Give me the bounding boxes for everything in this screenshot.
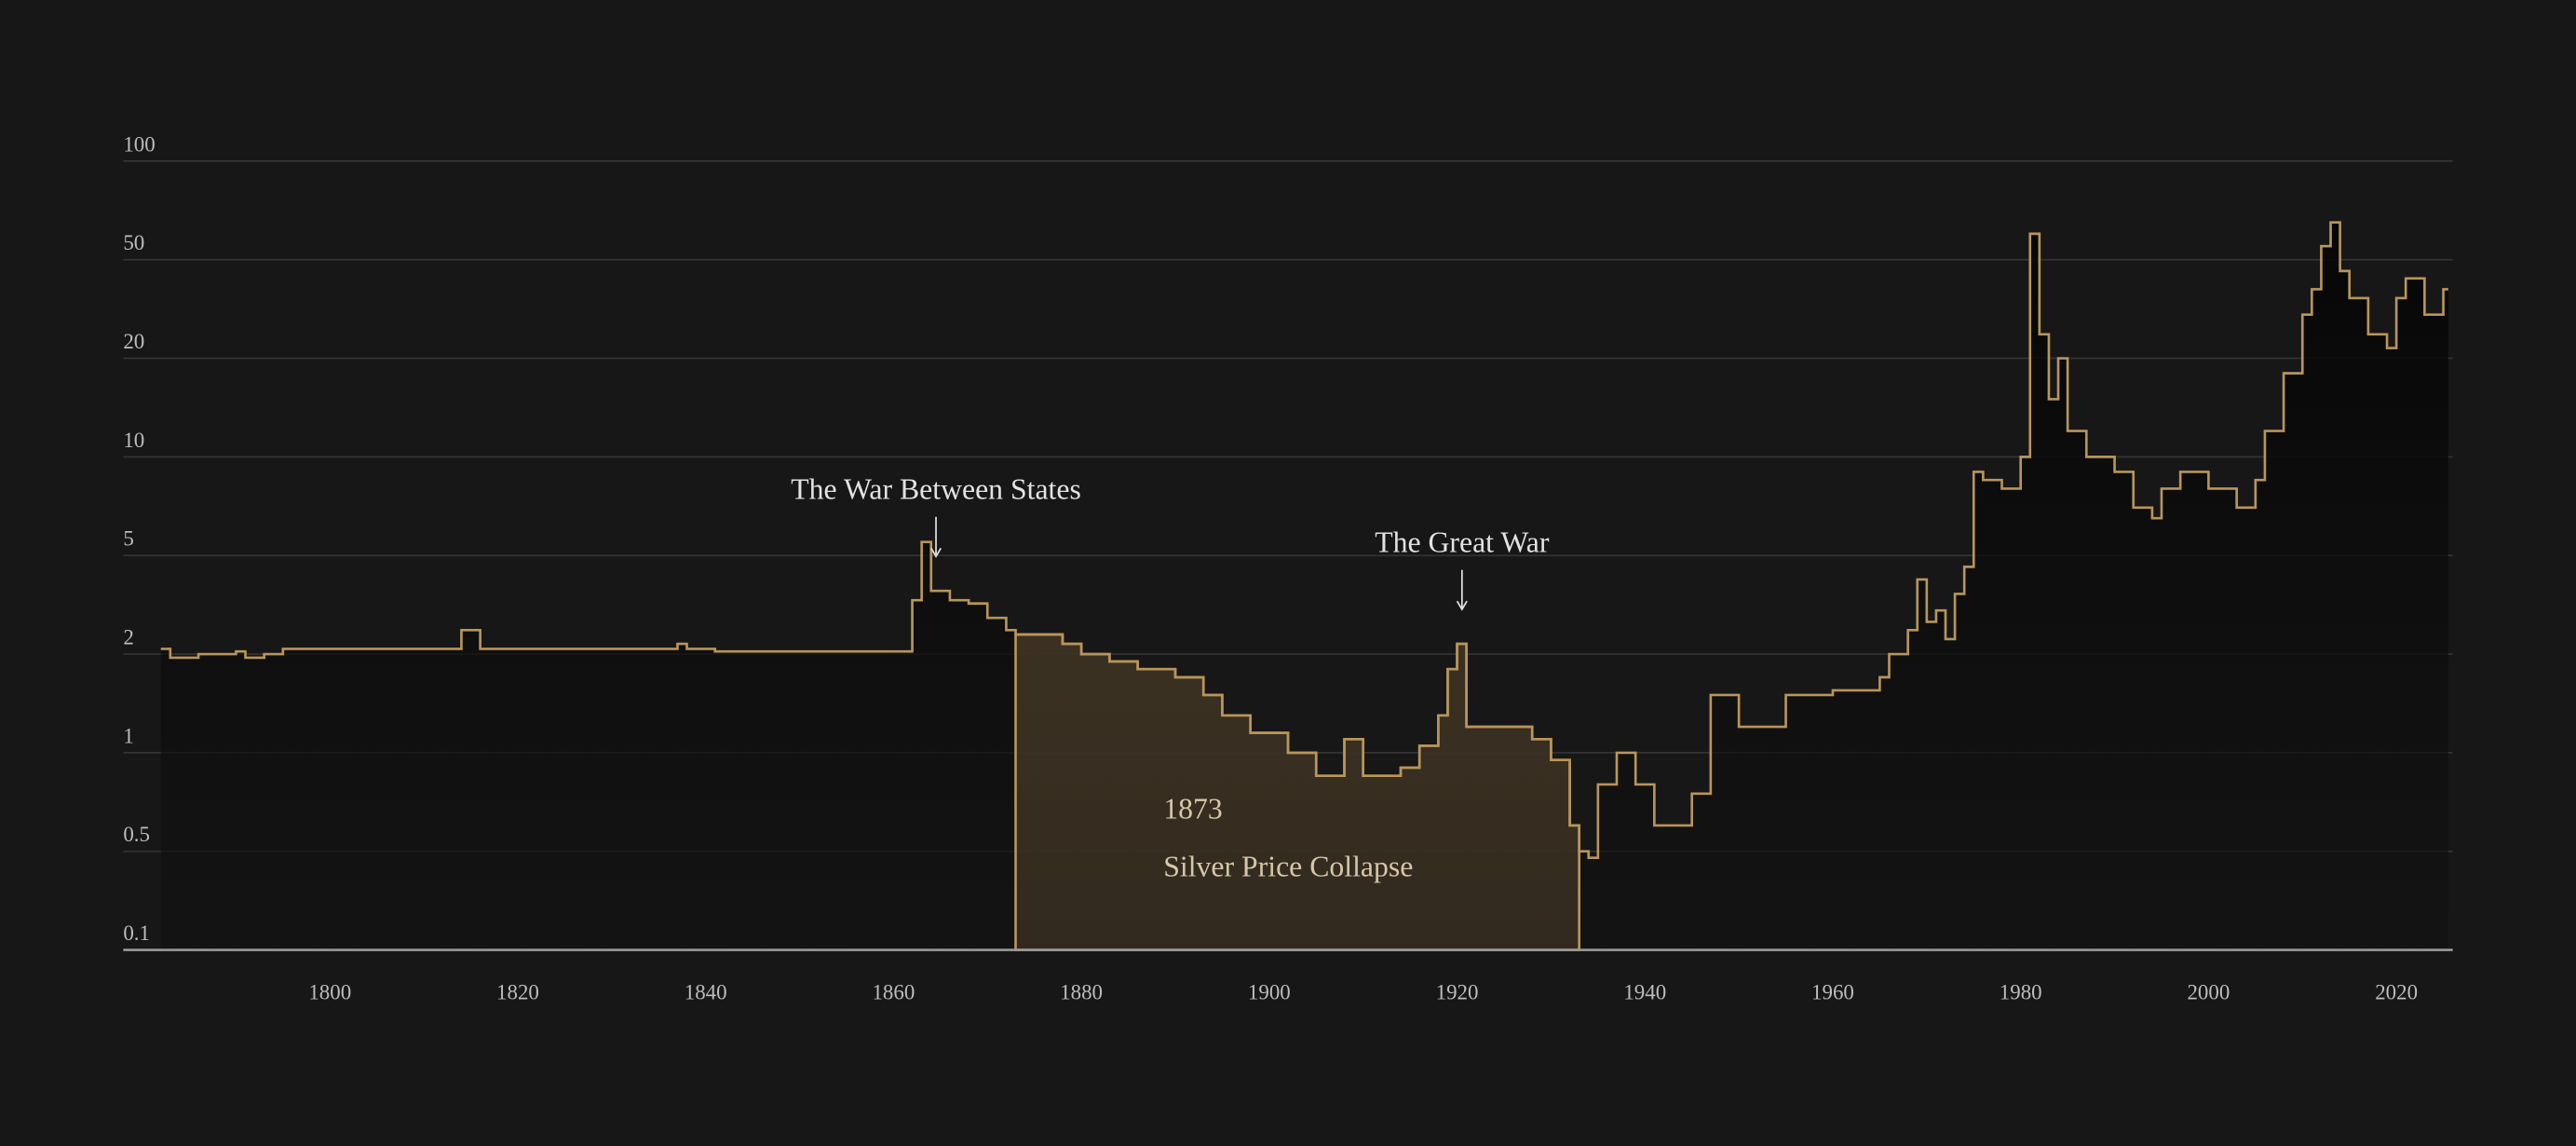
annotation: The Great War [1375,525,1550,558]
y-tick-label: 20 [123,330,144,353]
x-tick-label: 2020 [2375,980,2418,1003]
y-tick-label: 2 [123,625,133,648]
highlight-label: 1873 [1163,793,1223,825]
x-tick-label: 1900 [1248,980,1291,1003]
y-tick-label: 5 [123,527,133,551]
price-line [160,221,2448,859]
x-tick-label: 2000 [2187,980,2230,1003]
annotation-arrowhead [1456,600,1468,611]
y-tick-label: 100 [123,132,155,156]
y-tick-label: 10 [123,429,144,452]
y-tick-label: 1 [123,724,133,747]
x-tick-label: 1860 [872,980,915,1003]
x-tick-label: 1800 [308,980,351,1003]
annotation-arrowhead [929,547,942,558]
x-tick-label: 1880 [1060,980,1103,1003]
y-tick-label: 0.1 [123,921,150,945]
x-tick-label: 1960 [1811,980,1854,1003]
x-tick-label: 1940 [1623,980,1666,1003]
x-tick-label: 1840 [685,980,727,1003]
y-tick-label: 0.5 [123,823,150,846]
annotation: The War Between States [791,473,1081,506]
x-tick-label: 1920 [1436,980,1479,1003]
area [160,222,2448,950]
x-tick-label: 1980 [2000,980,2042,1003]
highlight-text: Silver Price Collapse [1163,850,1413,882]
y-tick-label: 50 [123,231,144,254]
x-tick-label: 1820 [496,980,539,1003]
